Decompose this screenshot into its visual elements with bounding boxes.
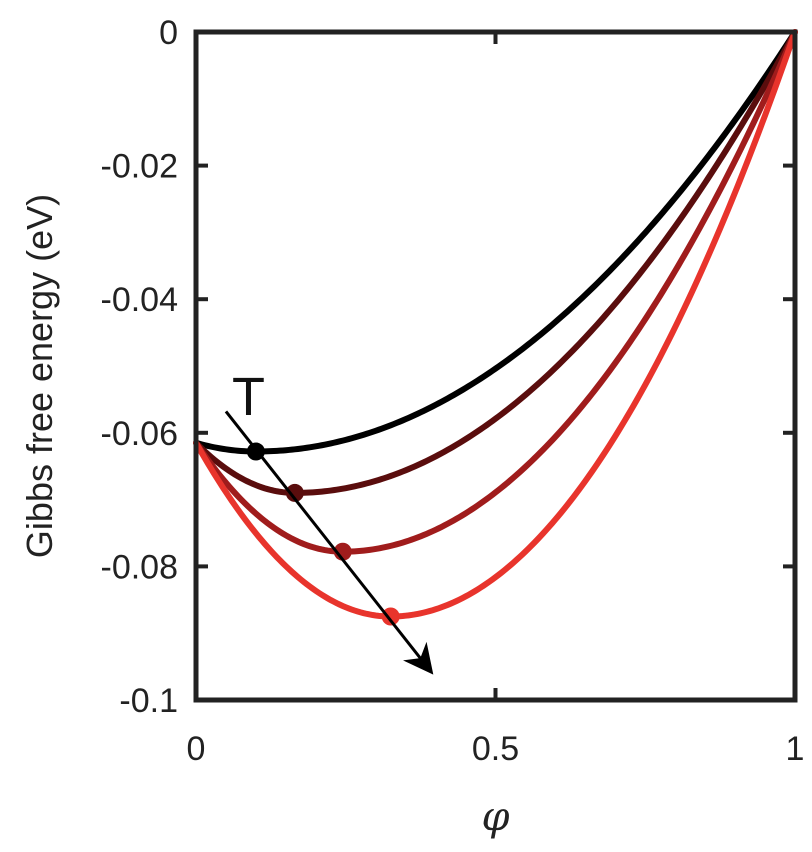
x-tick-label: 0.5 (472, 730, 519, 768)
x-axis-label: φ (481, 794, 509, 840)
series-line-t1 (193, 29, 798, 455)
y-tick-label: -0.04 (101, 281, 179, 319)
y-tick-label: -0.1 (119, 682, 178, 720)
y-tick-label: -0.02 (101, 148, 179, 186)
minimum-marker-t2 (285, 483, 304, 502)
series-line-t3 (193, 29, 798, 555)
series-layer (193, 29, 798, 620)
x-tick-label: 0 (187, 730, 206, 768)
y-axis-label: Gibbs free energy (eV) (19, 194, 60, 558)
minimum-marker-t4 (381, 607, 400, 626)
y-tick-label: -0.06 (101, 415, 179, 453)
temperature-label: T (232, 367, 265, 427)
y-tick-label: 0 (159, 14, 178, 52)
y-tick-label: -0.08 (101, 548, 179, 586)
axis-ticks: 0 0.5 1 0 -0.02 -0.04 -0.06 -0.08 -0.1 (101, 14, 805, 768)
temperature-arrow (224, 410, 434, 675)
series-line-t4 (193, 29, 798, 620)
x-tick-label: 1 (786, 730, 805, 768)
